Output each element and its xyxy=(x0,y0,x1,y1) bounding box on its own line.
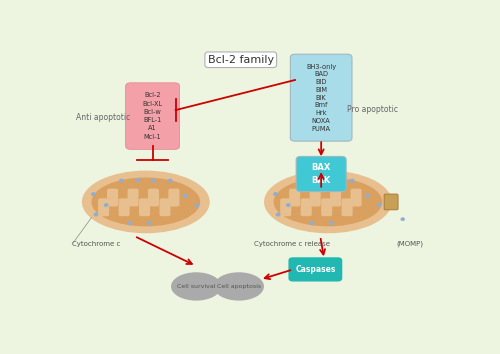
Text: Cell apoptosis: Cell apoptosis xyxy=(217,284,261,289)
Text: Cell survival: Cell survival xyxy=(177,284,216,289)
Ellipse shape xyxy=(146,221,152,225)
Ellipse shape xyxy=(168,178,172,183)
FancyBboxPatch shape xyxy=(160,198,170,216)
Text: Cytochrome c: Cytochrome c xyxy=(72,241,120,247)
Ellipse shape xyxy=(194,203,200,207)
FancyBboxPatch shape xyxy=(118,198,130,216)
Ellipse shape xyxy=(136,178,140,182)
FancyBboxPatch shape xyxy=(288,257,343,281)
FancyBboxPatch shape xyxy=(321,198,332,216)
Ellipse shape xyxy=(91,192,96,196)
Text: BH3-only
BAD
BID
BIM
BIK
Bmf
Hrk
NOXA
PUMA: BH3-only BAD BID BIM BIK Bmf Hrk NOXA PU… xyxy=(306,64,336,132)
Ellipse shape xyxy=(273,192,278,196)
Ellipse shape xyxy=(376,203,382,207)
Text: Caspases: Caspases xyxy=(295,265,336,274)
Text: Bcl-2 family: Bcl-2 family xyxy=(208,55,274,65)
Ellipse shape xyxy=(318,178,322,182)
FancyBboxPatch shape xyxy=(107,189,118,206)
FancyBboxPatch shape xyxy=(290,54,352,141)
Ellipse shape xyxy=(128,221,132,225)
FancyBboxPatch shape xyxy=(139,198,150,216)
Ellipse shape xyxy=(214,272,264,301)
Ellipse shape xyxy=(333,178,338,183)
Ellipse shape xyxy=(82,171,210,233)
FancyBboxPatch shape xyxy=(330,189,341,206)
Ellipse shape xyxy=(301,178,306,183)
Ellipse shape xyxy=(119,178,124,183)
FancyBboxPatch shape xyxy=(126,83,180,149)
Ellipse shape xyxy=(104,203,108,207)
FancyBboxPatch shape xyxy=(280,198,291,216)
FancyBboxPatch shape xyxy=(384,194,398,210)
FancyBboxPatch shape xyxy=(168,189,179,206)
Ellipse shape xyxy=(350,178,354,183)
Text: Bcl-2
Bcl-XL
Bcl-w
BFL-1
A1
Mcl-1: Bcl-2 Bcl-XL Bcl-w BFL-1 A1 Mcl-1 xyxy=(142,92,163,140)
Text: BAX
BAK: BAX BAK xyxy=(312,163,331,185)
Ellipse shape xyxy=(183,194,188,198)
Ellipse shape xyxy=(171,272,222,301)
FancyBboxPatch shape xyxy=(296,156,346,192)
Ellipse shape xyxy=(328,221,334,225)
FancyBboxPatch shape xyxy=(342,198,352,216)
Text: (MOMP): (MOMP) xyxy=(396,241,423,247)
FancyBboxPatch shape xyxy=(98,198,109,216)
FancyBboxPatch shape xyxy=(289,189,300,206)
Text: Pro apoptotic: Pro apoptotic xyxy=(347,105,398,114)
Ellipse shape xyxy=(286,203,290,207)
Ellipse shape xyxy=(274,177,382,227)
FancyBboxPatch shape xyxy=(300,198,312,216)
FancyBboxPatch shape xyxy=(148,189,159,206)
Ellipse shape xyxy=(400,217,405,221)
Ellipse shape xyxy=(310,221,314,225)
Ellipse shape xyxy=(264,171,392,233)
Ellipse shape xyxy=(365,194,370,198)
FancyBboxPatch shape xyxy=(350,189,362,206)
Text: Anti apoptotic: Anti apoptotic xyxy=(76,113,130,122)
FancyBboxPatch shape xyxy=(310,189,320,206)
Ellipse shape xyxy=(151,178,156,183)
Text: Cytochrome c release: Cytochrome c release xyxy=(254,241,330,247)
FancyBboxPatch shape xyxy=(128,189,138,206)
Ellipse shape xyxy=(92,177,200,227)
Ellipse shape xyxy=(94,212,98,217)
Ellipse shape xyxy=(276,212,280,217)
